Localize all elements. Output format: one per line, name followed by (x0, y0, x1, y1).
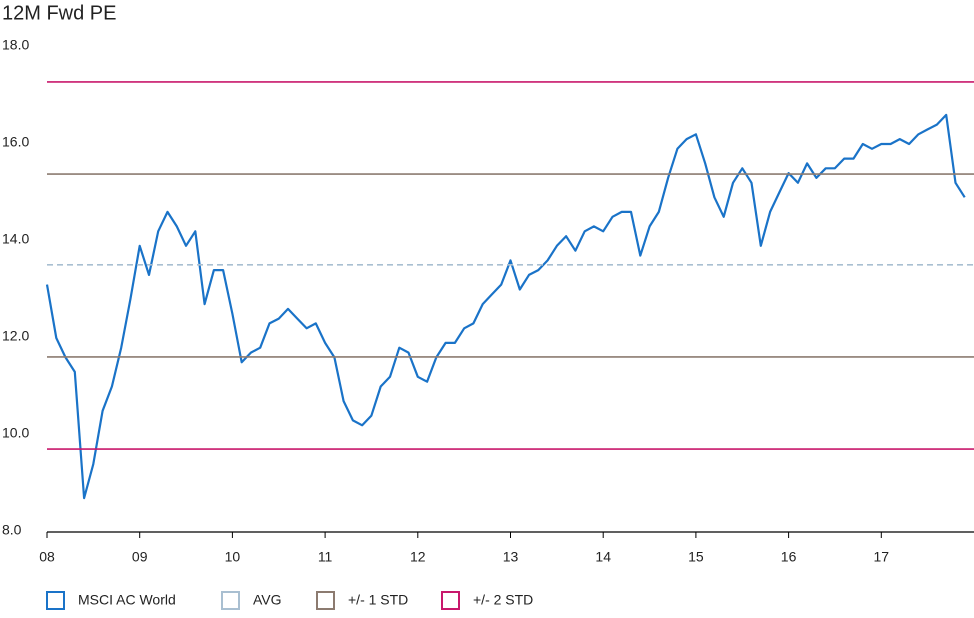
x-tick-label: 12 (410, 549, 426, 565)
x-tick-label: 10 (225, 549, 241, 565)
x-tick-label: 09 (132, 549, 148, 565)
legend-swatch (221, 591, 240, 610)
y-tick-label: 8.0 (2, 522, 22, 538)
x-tick-label: 17 (874, 549, 890, 565)
x-tick-label: 13 (503, 549, 519, 565)
legend-swatch (316, 591, 335, 610)
x-tick-label: 08 (39, 549, 55, 565)
legend-swatch (46, 591, 65, 610)
y-tick-label: 18.0 (2, 37, 29, 53)
legend-label: +/- 1 STD (348, 592, 408, 608)
y-tick-label: 16.0 (2, 134, 29, 150)
data-line (45, 113, 966, 500)
y-tick-label: 14.0 (2, 231, 29, 247)
x-tick-label: 16 (781, 549, 797, 565)
legend-label: AVG (253, 592, 282, 608)
legend-label: MSCI AC World (78, 592, 176, 608)
legend-label: +/- 2 STD (473, 592, 533, 608)
y-tick-label: 12.0 (2, 328, 29, 344)
x-tick-label: 15 (688, 549, 704, 565)
legend-swatch (441, 591, 460, 610)
x-tick-label: 14 (595, 549, 611, 565)
y-tick-label: 10.0 (2, 425, 29, 441)
chart-title: 12M Fwd PE (2, 2, 116, 24)
x-tick-label: 11 (318, 549, 333, 565)
